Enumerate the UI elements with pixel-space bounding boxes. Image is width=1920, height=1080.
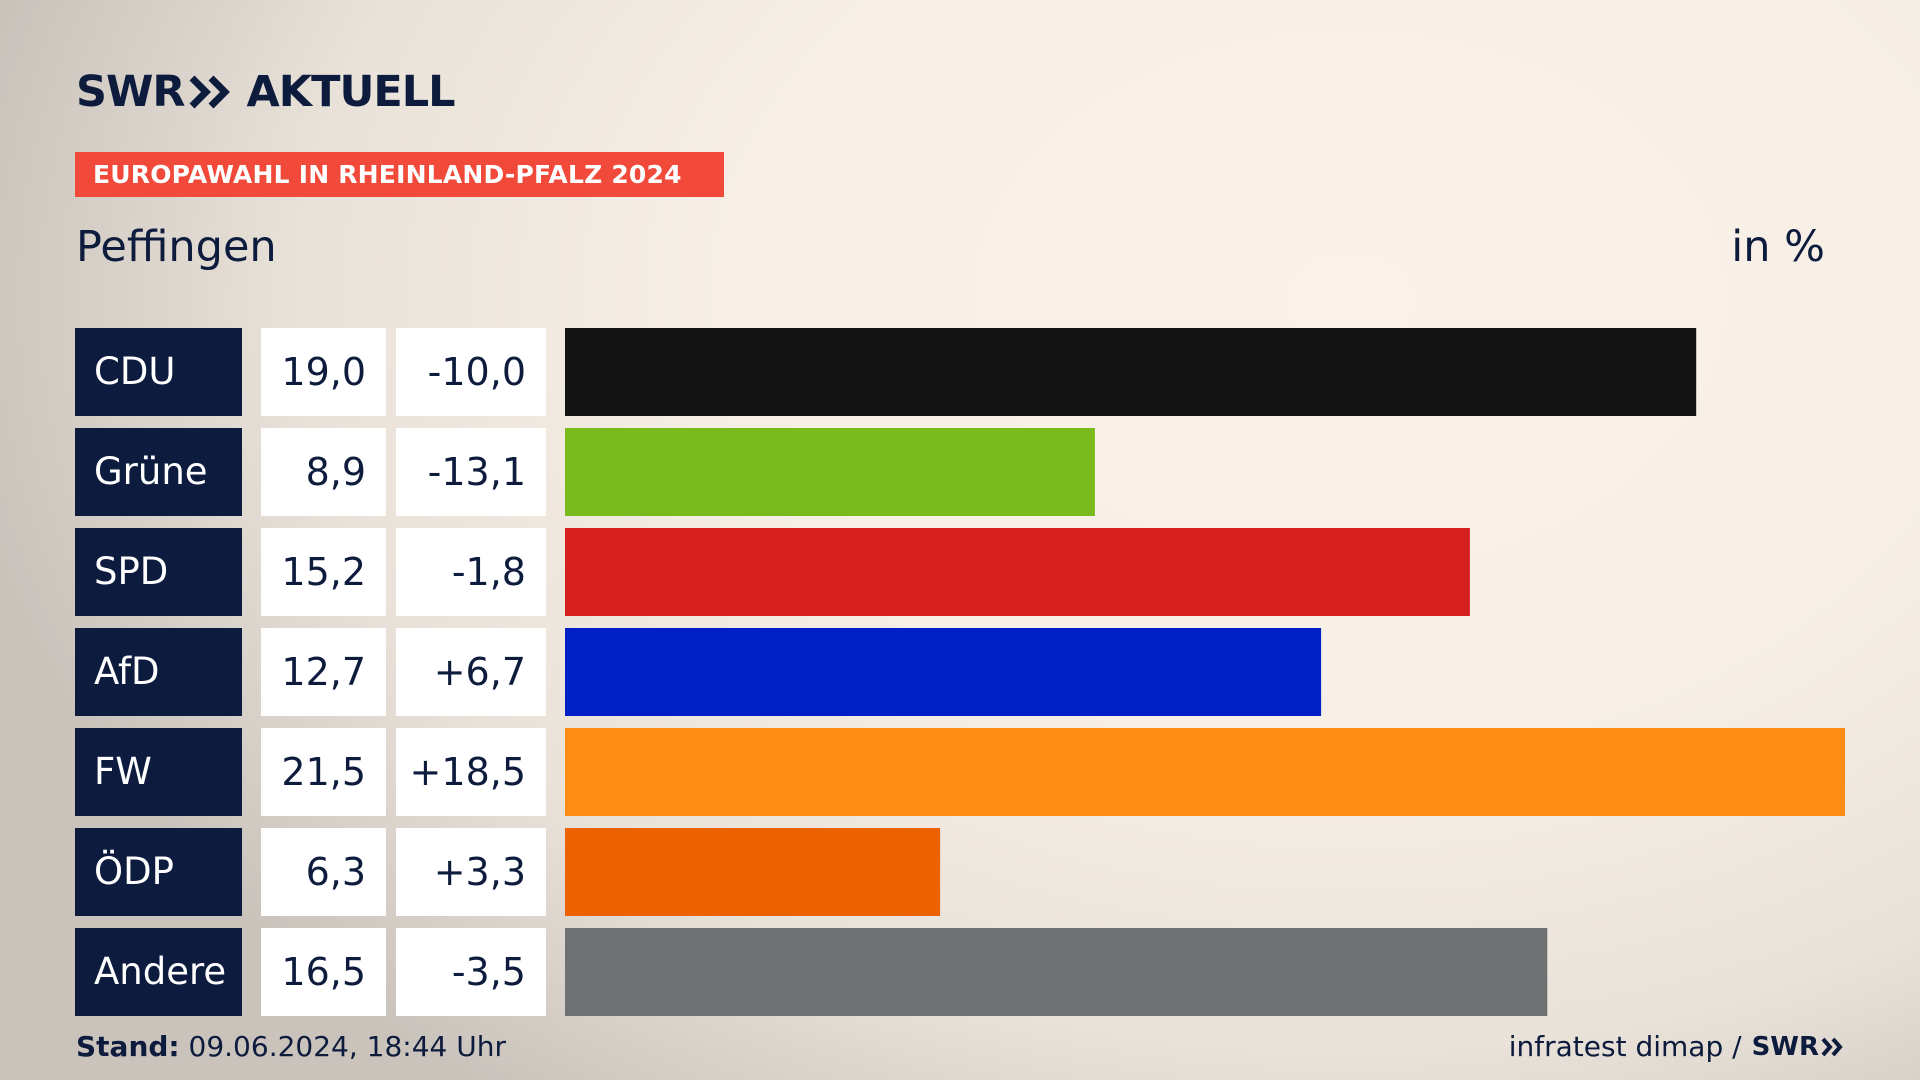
swr-aktuell-logo: SWR AKTUELL xyxy=(76,66,456,118)
swr-small-logo: SWR xyxy=(1752,1032,1845,1062)
party-label-oedp: ÖDP xyxy=(75,828,242,916)
diff-value-afd: +6,7 xyxy=(396,628,546,716)
bar-afd xyxy=(565,628,1322,716)
election-banner: EUROPAWAHL IN RHEINLAND-PFALZ 2024 xyxy=(75,152,724,197)
logo-swr-text: SWR xyxy=(76,67,186,117)
diff-value-cdu: -10,0 xyxy=(396,328,546,416)
party-label-fw: FW xyxy=(75,728,242,816)
footer-source: infratest dimap / SWR xyxy=(1509,1030,1845,1063)
party-label-cdu: CDU xyxy=(75,328,242,416)
party-label-gruene: Grüne xyxy=(75,428,242,516)
swr-small-logo-text: SWR xyxy=(1751,1031,1819,1062)
stand-label: Stand: xyxy=(76,1030,180,1063)
region-title: Peffingen xyxy=(76,222,277,272)
stand-value: 09.06.2024, 18:44 Uhr xyxy=(188,1030,506,1063)
double-chevron-icon-small xyxy=(1821,1037,1843,1056)
logo-aktuell-text: AKTUELL xyxy=(246,67,456,117)
results-table: CDU 19,0 -10,0 Grüne 8,9 -13,1 SPD 15,2 -1,8 AfD 1… xyxy=(75,328,1845,1016)
diff-value-fw: +18,5 xyxy=(396,728,546,816)
party-label-afd: AfD xyxy=(75,628,242,716)
party-label-andere: Andere xyxy=(75,928,242,1016)
bar-cdu xyxy=(565,328,1697,416)
bar-spd xyxy=(565,528,1470,616)
share-value-gruene: 8,9 xyxy=(261,428,386,516)
double-chevron-icon xyxy=(189,75,230,109)
bar-fw xyxy=(565,728,1845,816)
party-label-spd: SPD xyxy=(75,528,242,616)
bar-gruene xyxy=(565,428,1095,516)
diff-value-oedp: +3,3 xyxy=(396,828,546,916)
bar-chart xyxy=(565,328,1845,1016)
diff-value-andere: -3,5 xyxy=(396,928,546,1016)
unit-label: in % xyxy=(1731,222,1825,272)
share-value-afd: 12,7 xyxy=(261,628,386,716)
bar-oedp xyxy=(565,828,941,916)
share-value-fw: 21,5 xyxy=(261,728,386,816)
diff-value-spd: -1,8 xyxy=(396,528,546,616)
footer-timestamp: Stand: 09.06.2024, 18:44 Uhr xyxy=(76,1030,506,1063)
share-value-spd: 15,2 xyxy=(261,528,386,616)
share-value-andere: 16,5 xyxy=(261,928,386,1016)
diff-value-gruene: -13,1 xyxy=(396,428,546,516)
share-value-oedp: 6,3 xyxy=(261,828,386,916)
source-text: infratest dimap / xyxy=(1508,1030,1742,1063)
share-value-cdu: 19,0 xyxy=(261,328,386,416)
bar-andere xyxy=(565,928,1548,1016)
